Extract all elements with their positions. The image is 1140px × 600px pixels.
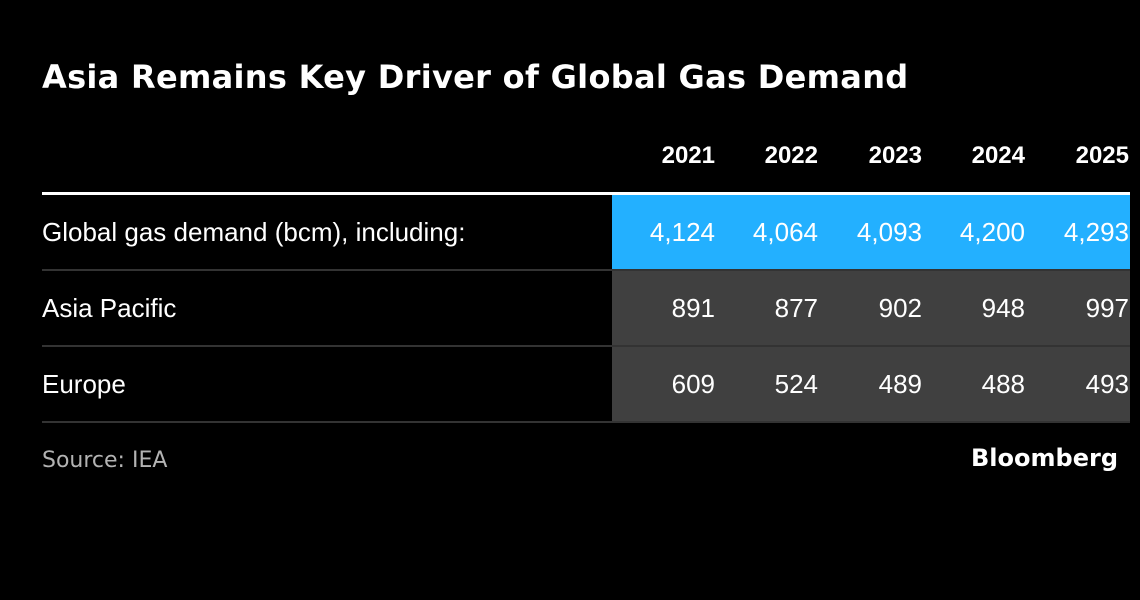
column-header-2022: 2022 — [764, 142, 818, 169]
row-values-europe: 609 524 489 488 493 — [612, 347, 1130, 421]
chart-footer: Source: IEA Bloomberg — [42, 444, 1118, 484]
cell-global-2025: 4,293 — [1063, 217, 1129, 247]
table-header-row: 2021 2022 2023 2024 2025 — [42, 130, 1130, 195]
cell-global-2024: 4,200 — [959, 217, 1025, 247]
chart-title: Asia Remains Key Driver of Global Gas De… — [42, 58, 909, 96]
cell-asia-pacific-2023: 902 — [878, 293, 922, 323]
row-label-global: Global gas demand (bcm), including: — [42, 217, 466, 247]
cell-asia-pacific-2021: 891 — [671, 293, 715, 323]
cell-europe-2024: 488 — [981, 369, 1025, 399]
row-values-asia-pacific: 891 877 902 948 997 — [612, 271, 1130, 345]
table-row-asia-pacific: Asia Pacific 891 877 902 948 997 — [42, 271, 1130, 347]
cell-europe-2022: 524 — [774, 369, 818, 399]
cell-global-2022: 4,064 — [752, 217, 818, 247]
cell-global-2023: 4,093 — [856, 217, 922, 247]
cell-global-2021: 4,124 — [649, 217, 715, 247]
row-label-europe: Europe — [42, 369, 126, 399]
column-header-2021: 2021 — [661, 142, 715, 169]
table-row-global: Global gas demand (bcm), including: 4,12… — [42, 195, 1130, 271]
cell-asia-pacific-2022: 877 — [774, 293, 818, 323]
cell-europe-2025: 493 — [1085, 369, 1129, 399]
data-table: 2021 2022 2023 2024 2025 Global gas dema… — [42, 130, 1130, 423]
column-header-2025: 2025 — [1075, 142, 1129, 169]
cell-asia-pacific-2025: 997 — [1085, 293, 1129, 323]
column-header-2024: 2024 — [971, 142, 1025, 169]
row-values-global: 4,124 4,064 4,093 4,200 4,293 — [612, 195, 1130, 269]
column-header-2023: 2023 — [868, 142, 922, 169]
row-label-asia-pacific: Asia Pacific — [42, 293, 177, 323]
cell-europe-2021: 609 — [671, 369, 715, 399]
cell-asia-pacific-2024: 948 — [981, 293, 1025, 323]
source-note: Source: IEA — [42, 448, 168, 473]
bloomberg-logo: Bloomberg — [971, 444, 1118, 472]
table-row-europe: Europe 609 524 489 488 493 — [42, 347, 1130, 423]
cell-europe-2023: 489 — [878, 369, 922, 399]
